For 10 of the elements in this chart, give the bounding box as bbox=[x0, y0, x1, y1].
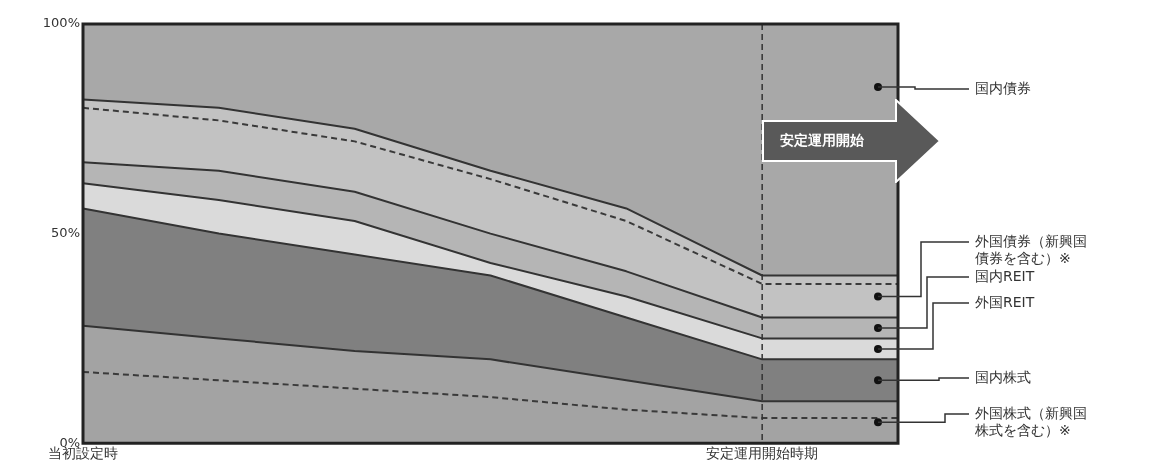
text: 外国REIT bbox=[975, 293, 1035, 310]
y-tick-label: 100% bbox=[42, 15, 80, 31]
text: 外国株式（新興国株式を含む）※ bbox=[974, 404, 1087, 438]
annotation: 安定運用開始 bbox=[780, 132, 865, 150]
text: 国内債券 bbox=[975, 79, 1031, 96]
text: 国内株式 bbox=[975, 368, 1031, 385]
x-tick-label: 安定運用開始時期 bbox=[706, 445, 819, 462]
y-tick-label: 50% bbox=[51, 224, 80, 240]
text: 国内REIT bbox=[975, 267, 1035, 284]
text: 外国債券（新興国債券を含む）※ bbox=[975, 232, 1087, 266]
